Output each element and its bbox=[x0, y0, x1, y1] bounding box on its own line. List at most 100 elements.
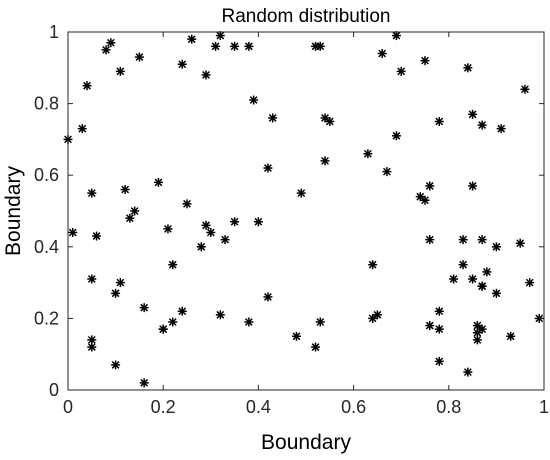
data-point bbox=[211, 41, 221, 51]
data-point bbox=[458, 260, 468, 270]
data-point bbox=[391, 131, 401, 141]
data-point bbox=[368, 313, 378, 323]
data-point bbox=[515, 238, 525, 248]
data-point bbox=[325, 117, 335, 126]
data-point bbox=[182, 199, 192, 209]
data-point bbox=[115, 66, 125, 76]
y-tick-label: 0.2 bbox=[34, 308, 59, 328]
data-point bbox=[139, 378, 149, 388]
data-point bbox=[120, 185, 130, 195]
data-point bbox=[87, 342, 97, 352]
data-point bbox=[315, 41, 325, 51]
data-point bbox=[153, 177, 163, 187]
plot-area bbox=[68, 32, 544, 390]
data-point bbox=[291, 331, 301, 341]
x-axis-label: Boundary bbox=[261, 431, 351, 454]
y-axis-label: Boundary bbox=[2, 166, 25, 256]
data-point bbox=[425, 235, 435, 245]
data-point bbox=[106, 38, 116, 48]
data-point bbox=[420, 56, 430, 66]
data-point bbox=[320, 113, 330, 123]
data-point bbox=[101, 45, 111, 55]
data-point bbox=[463, 63, 473, 73]
data-point bbox=[87, 188, 97, 198]
data-point bbox=[249, 95, 259, 105]
y-tick-label: 1 bbox=[49, 22, 59, 42]
data-point bbox=[382, 167, 392, 177]
data-point bbox=[215, 310, 225, 320]
data-point bbox=[368, 260, 378, 270]
data-point bbox=[130, 206, 140, 216]
data-point bbox=[244, 41, 254, 51]
data-point bbox=[115, 278, 125, 288]
data-point bbox=[230, 41, 240, 51]
data-point bbox=[163, 224, 173, 234]
data-point bbox=[496, 124, 506, 134]
data-point bbox=[196, 242, 206, 252]
data-point bbox=[68, 227, 78, 237]
data-point bbox=[201, 220, 211, 230]
data-point bbox=[77, 124, 87, 134]
data-point bbox=[391, 31, 401, 41]
data-point bbox=[230, 217, 240, 227]
data-point bbox=[253, 217, 263, 227]
data-point bbox=[491, 288, 501, 298]
data-point bbox=[177, 306, 187, 316]
x-axis-ticks: 0 0.2 0.4 0.6 0.8 1 bbox=[63, 32, 549, 417]
data-point bbox=[201, 70, 211, 80]
data-point bbox=[525, 278, 535, 288]
data-point bbox=[111, 360, 121, 370]
x-tick-label: 0.4 bbox=[246, 397, 271, 417]
data-point bbox=[477, 120, 487, 130]
data-point bbox=[187, 34, 197, 44]
data-point bbox=[177, 59, 187, 69]
data-point bbox=[363, 149, 373, 159]
data-point bbox=[92, 231, 102, 241]
data-point bbox=[425, 181, 435, 191]
x-tick-label: 0.2 bbox=[151, 397, 176, 417]
data-point bbox=[263, 292, 273, 302]
data-point bbox=[434, 306, 444, 316]
data-point bbox=[244, 317, 254, 327]
data-point bbox=[477, 235, 487, 245]
data-point bbox=[477, 324, 487, 334]
data-point bbox=[425, 321, 435, 331]
data-point bbox=[458, 235, 468, 245]
data-point bbox=[468, 181, 478, 191]
data-point bbox=[472, 321, 482, 331]
points-layer bbox=[63, 31, 544, 388]
data-point bbox=[206, 227, 216, 237]
y-tick-label: 0.4 bbox=[34, 237, 59, 257]
data-point bbox=[296, 188, 306, 198]
y-tick-label: 0.6 bbox=[34, 165, 59, 185]
data-point bbox=[125, 213, 135, 223]
y-tick-label: 0.8 bbox=[34, 94, 59, 114]
data-point bbox=[168, 260, 178, 270]
data-point bbox=[463, 367, 473, 377]
data-point bbox=[415, 192, 425, 202]
data-point bbox=[377, 48, 387, 58]
y-tick-label: 0 bbox=[49, 380, 59, 400]
data-point bbox=[315, 317, 325, 327]
data-point bbox=[320, 156, 330, 166]
data-point bbox=[158, 324, 168, 334]
data-point bbox=[468, 109, 478, 119]
data-point bbox=[520, 84, 530, 94]
data-point bbox=[472, 335, 482, 345]
data-point bbox=[311, 342, 321, 352]
data-point bbox=[168, 317, 178, 327]
data-point bbox=[482, 267, 492, 277]
data-point bbox=[111, 288, 121, 298]
plot-frame bbox=[67, 31, 545, 391]
x-tick-label: 0 bbox=[63, 397, 73, 417]
data-point bbox=[491, 242, 501, 252]
data-point bbox=[87, 274, 97, 284]
data-point bbox=[139, 303, 149, 313]
data-point bbox=[434, 356, 444, 366]
x-tick-label: 0.6 bbox=[341, 397, 366, 417]
data-point bbox=[434, 117, 444, 126]
data-point bbox=[477, 281, 487, 291]
data-point bbox=[134, 52, 144, 62]
data-point bbox=[268, 113, 278, 123]
